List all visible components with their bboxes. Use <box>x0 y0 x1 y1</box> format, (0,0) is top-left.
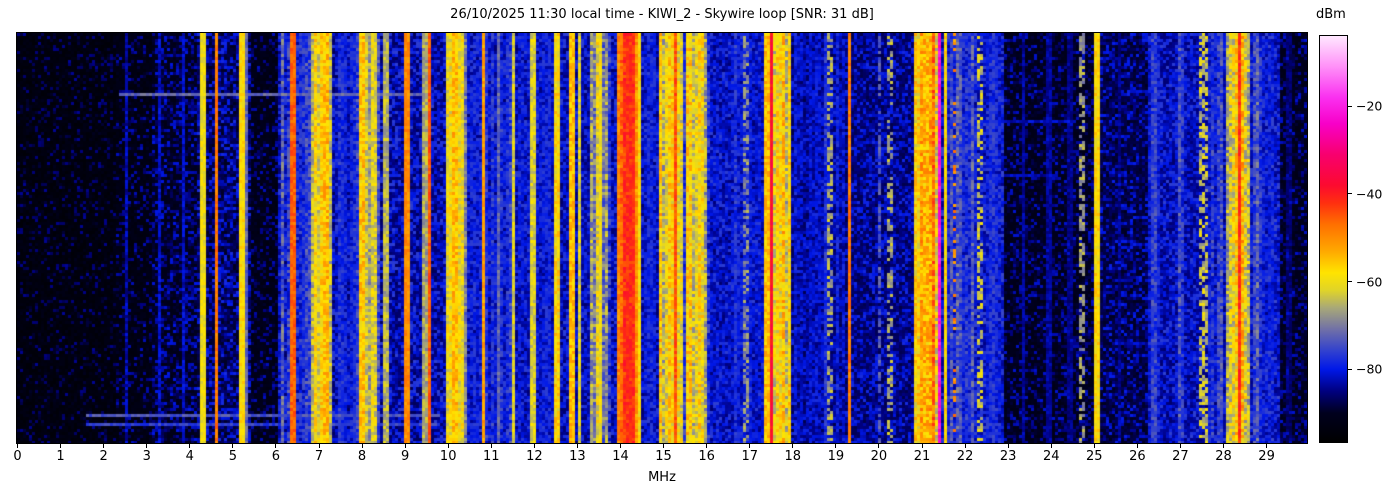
x-tick-mark <box>1050 444 1052 448</box>
colorbar-tick-mark <box>1348 281 1352 283</box>
waterfall-heatmap-canvas <box>17 33 1307 443</box>
x-tick-mark <box>404 444 406 448</box>
x-tick-mark <box>1223 444 1224 448</box>
x-tick-label: 15 <box>655 449 672 464</box>
x-axis-label: MHz <box>648 470 676 485</box>
x-tick-label: 9 <box>401 449 410 464</box>
x-tick-mark <box>447 444 449 448</box>
x-tick-label: 7 <box>314 449 324 464</box>
x-tick-mark <box>663 444 665 448</box>
x-tick-mark <box>749 444 751 448</box>
x-tick-label: 19 <box>827 449 845 464</box>
x-tick-mark <box>189 444 191 448</box>
x-tick-label: 13 <box>569 449 586 464</box>
x-tick-mark <box>1179 444 1181 448</box>
x-tick-label: 26 <box>1129 449 1146 464</box>
x-tick-label: 6 <box>271 449 281 464</box>
x-tick-mark <box>878 444 880 448</box>
x-tick-mark <box>576 444 578 448</box>
x-tick-mark <box>533 444 535 448</box>
x-tick-label: 25 <box>1086 449 1103 464</box>
x-tick-mark <box>921 444 923 448</box>
x-tick-label: 24 <box>1042 449 1060 464</box>
x-tick-label: 29 <box>1258 449 1275 464</box>
x-tick-label: 0 <box>13 449 22 464</box>
x-tick-label: 5 <box>228 449 237 464</box>
colorbar-gradient <box>1320 36 1347 442</box>
colorbar-tick-label: −80 <box>1356 361 1383 377</box>
x-tick-mark <box>361 444 363 448</box>
x-tick-mark <box>792 444 794 448</box>
x-tick-label: 27 <box>1172 449 1189 464</box>
colorbar-unit-label: dBm <box>1316 7 1346 22</box>
x-tick-label: 4 <box>185 449 194 464</box>
x-tick-label: 14 <box>612 449 629 464</box>
x-tick-mark <box>318 444 320 448</box>
x-tick-label: 17 <box>741 449 758 464</box>
colorbar-tick-mark <box>1348 368 1352 370</box>
x-tick-mark <box>1266 444 1268 448</box>
x-tick-label: 21 <box>913 449 931 464</box>
x-tick-label: 2 <box>99 449 108 464</box>
plot-area <box>16 32 1308 444</box>
x-tick-mark <box>620 444 621 448</box>
colorbar-tick-label: −20 <box>1356 98 1383 114</box>
x-tick-label: 1 <box>56 449 65 464</box>
x-tick-mark <box>1007 444 1009 448</box>
x-tick-label: 28 <box>1215 449 1232 464</box>
x-tick-label: 16 <box>698 449 715 464</box>
x-tick-label: 12 <box>526 449 543 464</box>
colorbar-tick-mark <box>1348 193 1352 195</box>
x-tick-label: 18 <box>784 449 802 464</box>
colorbar-tick-label: −60 <box>1356 274 1383 290</box>
x-tick-mark <box>1136 444 1138 448</box>
x-tick-label: 10 <box>439 449 457 464</box>
x-tick-label: 11 <box>483 449 500 464</box>
x-tick-mark <box>1093 444 1095 448</box>
x-tick-mark <box>706 444 708 448</box>
x-tick-mark <box>60 444 62 448</box>
colorbar-tick-mark <box>1348 105 1352 107</box>
x-tick-mark <box>103 444 105 448</box>
x-tick-label: 22 <box>956 449 974 464</box>
chart-title: 26/10/2025 11:30 local time - KIWI_2 - S… <box>450 7 874 22</box>
x-tick-label: 8 <box>357 449 367 464</box>
x-tick-label: 20 <box>870 449 888 464</box>
x-tick-mark <box>275 444 277 448</box>
x-tick-mark <box>232 444 234 448</box>
x-tick-mark <box>146 444 148 448</box>
colorbar <box>1319 35 1348 443</box>
x-tick-mark <box>835 444 837 448</box>
x-tick-mark <box>964 444 966 448</box>
x-tick-label: 3 <box>142 449 151 464</box>
colorbar-tick-label: −40 <box>1356 186 1383 202</box>
x-tick-mark <box>490 444 492 448</box>
x-tick-label: 23 <box>999 449 1017 464</box>
x-tick-mark <box>17 444 18 448</box>
